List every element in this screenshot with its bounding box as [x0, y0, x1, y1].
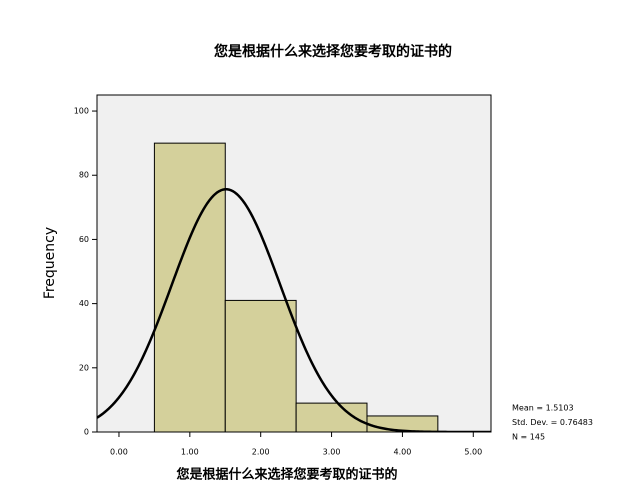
x-tick-label: 1.00 — [181, 448, 199, 457]
stat-label: N = 145 — [512, 433, 545, 442]
bar — [224, 299, 297, 433]
y-tick-label: 0 — [84, 428, 89, 437]
x-tick-label: 5.00 — [464, 448, 482, 457]
y-tick-label: 100 — [74, 107, 89, 116]
y-tick-label: 80 — [79, 171, 89, 180]
y-tick-label: 20 — [79, 363, 89, 372]
x-tick-label: 3.00 — [323, 448, 341, 457]
x-tick-label: 0.00 — [110, 448, 128, 457]
x-tick-label: 2.00 — [252, 448, 270, 457]
plot-border — [96, 94, 492, 433]
x-axis-label: 您是根据什么来选择您要考取的证书的 — [176, 467, 397, 483]
bar — [153, 142, 226, 433]
y-tick-label: 60 — [79, 235, 89, 244]
stat-label: Std. Dev. = 0.76483 — [512, 418, 593, 427]
y-tick-label: 40 — [79, 299, 89, 308]
x-tick-label: 4.00 — [394, 448, 412, 457]
chart-title: 您是根据什么来选择您要考取的证书的 — [214, 43, 452, 60]
y-axis-label: Frequency — [42, 227, 58, 299]
stat-label: Mean = 1.5103 — [512, 404, 574, 413]
